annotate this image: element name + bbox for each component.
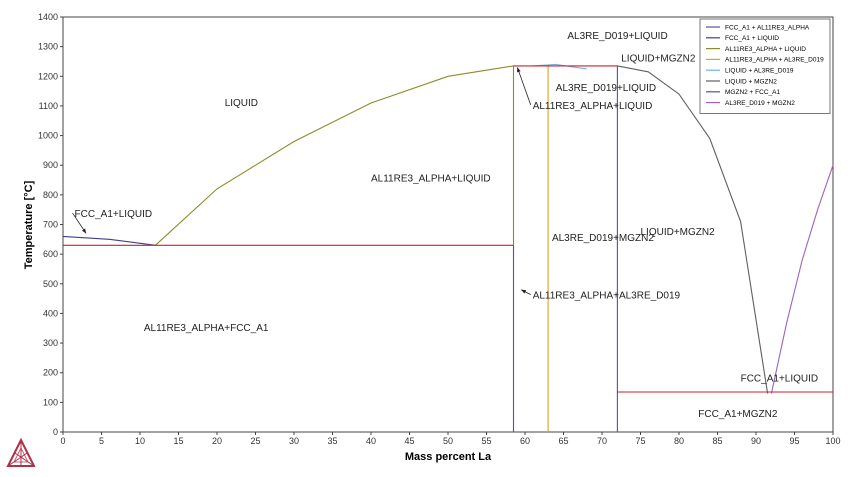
y-tick-label: 1200 xyxy=(38,71,58,81)
x-tick-label: 55 xyxy=(481,436,491,446)
thermo-calc-triangle-logo-icon xyxy=(6,437,36,467)
annotation-arrow xyxy=(516,67,532,106)
legend-entry: LIQUID + AL3RE_D019 xyxy=(725,68,794,75)
annotation-arrowhead xyxy=(517,67,521,73)
region-label: FCC_A1+LIQUID xyxy=(75,209,153,220)
region-label: AL11RE3_ALPHA+LIQUID xyxy=(371,174,491,185)
x-tick-label: 20 xyxy=(212,436,222,446)
region-label: LIQUID xyxy=(225,98,258,109)
x-tick-label: 90 xyxy=(751,436,761,446)
y-tick-label: 900 xyxy=(43,160,58,170)
y-tick-label: 600 xyxy=(43,249,58,259)
series-line-7 xyxy=(770,165,834,394)
region-label: FCC_A1+LIQUID xyxy=(741,374,819,385)
y-tick-label: 1400 xyxy=(38,12,58,22)
region-label: AL11RE3_ALPHA+LIQUID xyxy=(533,101,653,112)
x-axis-title: Mass percent La xyxy=(405,451,492,463)
series-line-1 xyxy=(62,235,156,246)
series-line-5 xyxy=(617,65,769,394)
x-tick-label: 75 xyxy=(635,436,645,446)
region-label: LIQUID+MGZN2 xyxy=(641,227,716,238)
legend-entry: AL11RE3_ALPHA + AL3RE_D019 xyxy=(725,57,824,64)
region-label: AL3RE_D019+MGZN2 xyxy=(552,233,654,244)
x-tick-label: 50 xyxy=(443,436,453,446)
x-tick-label: 15 xyxy=(173,436,183,446)
region-labels: LIQUID AL11RE3_ALPHA+LIQUID FCC_A1+LIQUID A… xyxy=(72,31,819,420)
y-tick-label: 0 xyxy=(53,427,58,437)
x-tick-label: 40 xyxy=(366,436,376,446)
legend-entry: AL3RE_D019 + MGZN2 xyxy=(725,100,795,107)
phase-boundary-curves xyxy=(62,63,834,432)
x-tick-label: 70 xyxy=(597,436,607,446)
y-tick-label: 500 xyxy=(43,279,58,289)
region-label: FCC_A1+MGZN2 xyxy=(698,409,778,420)
y-tick-label: 700 xyxy=(43,220,58,230)
x-tick-label: 85 xyxy=(712,436,722,446)
axis-ticks: 0 5 10 15 20 25 30 35 40 45 50 55 60 65 70 75 80 85 90 95 10… xyxy=(38,12,841,446)
x-tick-label: 65 xyxy=(558,436,568,446)
legend-entry: FCC_A1 + AL11RE3_ALPHA xyxy=(725,24,810,31)
x-tick-label: 10 xyxy=(135,436,145,446)
y-tick-label: 100 xyxy=(43,397,58,407)
y-tick-label: 300 xyxy=(43,338,58,348)
y-tick-label: 800 xyxy=(43,190,58,200)
region-label: AL3RE_D019+LIQUID xyxy=(556,83,656,94)
legend-entry: FCC_A1 + LIQUID xyxy=(725,35,779,42)
x-tick-label: 0 xyxy=(60,436,65,446)
y-tick-label: 200 xyxy=(43,368,58,378)
legend-entry: MGZN2 + FCC_A1 xyxy=(725,89,780,96)
y-tick-label: 1100 xyxy=(39,101,58,111)
legend: FCC_A1 + AL11RE3_ALPHA FCC_A1 + LIQUID AL1… xyxy=(699,18,831,114)
region-label: AL11RE3_ALPHA+FCC_A1 xyxy=(144,323,269,334)
series-line-4 xyxy=(532,63,587,70)
legend-box xyxy=(699,18,831,114)
x-tick-label: 95 xyxy=(789,436,799,446)
series-line-2 xyxy=(155,65,515,246)
x-tick-label: 60 xyxy=(520,436,530,446)
region-label: AL11RE3_ALPHA+AL3RE_D019 xyxy=(533,291,681,302)
y-tick-label: 1000 xyxy=(38,131,58,141)
x-tick-label: 100 xyxy=(825,436,840,446)
x-tick-label: 80 xyxy=(674,436,684,446)
x-tick-label: 30 xyxy=(289,436,299,446)
y-axis-title: Temperature [°C] xyxy=(23,180,35,269)
legend-entry: LIQUID + MGZN2 xyxy=(725,78,777,85)
annotation-arrowhead xyxy=(521,289,527,294)
legend-entry: AL11RE3_ALPHA + LIQUID xyxy=(725,46,806,53)
region-label: LIQUID+MGZN2 xyxy=(621,53,696,64)
x-tick-label: 5 xyxy=(99,436,104,446)
x-tick-label: 35 xyxy=(327,436,337,446)
y-tick-label: 1300 xyxy=(38,42,58,52)
y-tick-label: 400 xyxy=(43,308,58,318)
x-tick-label: 45 xyxy=(404,436,414,446)
x-tick-label: 25 xyxy=(250,436,260,446)
annotation-arrowhead xyxy=(81,228,87,234)
region-label: AL3RE_D019+LIQUID xyxy=(567,31,667,42)
